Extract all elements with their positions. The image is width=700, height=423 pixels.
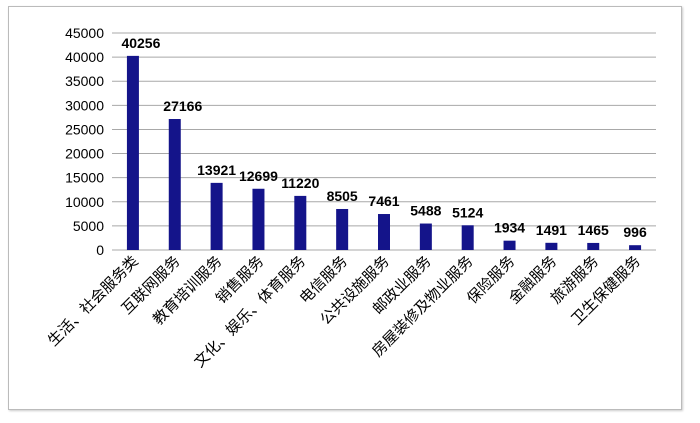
- data-label: 11220: [281, 175, 319, 191]
- bar: [378, 214, 390, 250]
- data-label: 1491: [536, 222, 567, 238]
- bar: [419, 223, 432, 250]
- bar: [126, 55, 139, 251]
- data-label: 13921: [197, 162, 236, 178]
- bar: [503, 240, 516, 250]
- data-label: 5488: [410, 203, 441, 219]
- y-tick-label: 5000: [73, 218, 104, 234]
- data-label: 1465: [578, 222, 609, 238]
- data-label: 40256: [121, 35, 160, 51]
- y-tick-label: 40000: [65, 49, 104, 65]
- bar: [461, 225, 474, 250]
- data-label: 996: [623, 224, 647, 240]
- bar: [587, 242, 600, 250]
- y-tick-label: 35000: [65, 73, 104, 89]
- y-tick-label: 25000: [65, 121, 104, 137]
- data-label: 1934: [494, 220, 525, 236]
- y-tick-label: 10000: [65, 194, 104, 210]
- bar: [336, 208, 349, 250]
- data-label: 8505: [327, 188, 358, 204]
- chart-frame: [8, 6, 682, 410]
- y-tick-label: 20000: [65, 146, 104, 162]
- data-label: 27166: [163, 98, 202, 114]
- y-tick-label: 15000: [65, 170, 104, 186]
- data-label: 7461: [368, 193, 399, 209]
- bar: [545, 242, 558, 250]
- bar: [168, 118, 181, 250]
- data-label: 12699: [239, 168, 278, 184]
- bar: [252, 188, 265, 250]
- bar: [629, 245, 642, 250]
- bar: [294, 195, 307, 250]
- bar: [210, 182, 223, 250]
- y-tick-label: 0: [96, 242, 104, 258]
- y-tick-label: 45000: [65, 25, 104, 41]
- y-tick-label: 30000: [65, 97, 104, 113]
- data-label: 5124: [452, 204, 483, 220]
